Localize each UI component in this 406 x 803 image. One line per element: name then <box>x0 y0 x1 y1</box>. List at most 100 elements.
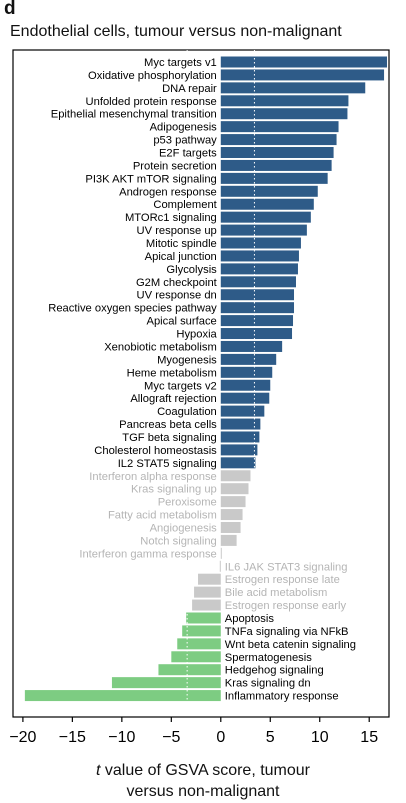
category-label: MTORc1 signaling <box>125 212 217 224</box>
x-tick-label: −15 <box>59 729 86 746</box>
x-tick-label: 5 <box>266 729 275 746</box>
x-tick-label: −20 <box>9 729 36 746</box>
bar <box>220 315 294 327</box>
bar <box>220 470 251 482</box>
bar <box>220 147 334 159</box>
category-label: Interferon alpha response <box>89 471 217 483</box>
category-label: DNA repair <box>162 83 217 95</box>
bar <box>220 69 385 81</box>
bar <box>111 677 221 689</box>
x-tick-label: 0 <box>216 729 225 746</box>
bar <box>24 690 221 702</box>
bar <box>220 431 260 443</box>
category-label: Kras signaling dn <box>225 678 311 690</box>
chart-title: Endothelial cells, tumour versus non-mal… <box>10 23 342 40</box>
bar <box>220 95 349 107</box>
category-label: IL2 STAT5 signaling <box>118 458 217 470</box>
bar <box>194 586 221 598</box>
bar <box>219 560 221 572</box>
category-label: PI3K AKT mTOR signaling <box>85 173 216 185</box>
category-label: Coagulation <box>157 406 217 418</box>
category-label: Pancreas beta cells <box>119 419 217 431</box>
category-label: Protein secretion <box>133 160 217 172</box>
bar <box>220 353 277 365</box>
category-label: Unfolded protein response <box>86 96 217 108</box>
bar <box>186 612 221 624</box>
category-label: Spermatogenesis <box>225 652 312 664</box>
x-tick-label: −5 <box>162 729 180 746</box>
bar <box>220 185 318 197</box>
bar <box>220 302 295 314</box>
x-tick-label: 15 <box>360 729 378 746</box>
bar <box>220 509 243 521</box>
category-label: Kras signaling up <box>131 484 217 496</box>
category-label: E2F targets <box>159 148 217 160</box>
bar <box>220 457 256 469</box>
category-label: Androgen response <box>119 186 217 198</box>
category-label: Mitotic spindle <box>146 238 217 250</box>
bar <box>220 392 270 404</box>
bar <box>220 198 314 210</box>
category-label: Myc targets v1 <box>144 57 217 69</box>
category-label: Glycolysis <box>166 264 217 276</box>
category-label: p53 pathway <box>153 135 217 147</box>
bar <box>220 405 265 417</box>
bar <box>220 289 295 301</box>
panel-letter: d <box>4 0 16 19</box>
x-axis-label-text: value of GSVA score, tumour <box>104 762 311 779</box>
bar <box>220 82 366 94</box>
bar <box>171 651 221 663</box>
category-label: Complement <box>153 199 217 211</box>
bar <box>220 56 388 68</box>
bar <box>177 638 221 650</box>
bar <box>220 211 311 223</box>
category-label: Angiogenesis <box>150 522 218 534</box>
category-label: Bile acid metabolism <box>225 587 328 599</box>
category-label: G2M checkpoint <box>136 277 218 289</box>
bar <box>220 328 293 340</box>
bar <box>220 159 332 171</box>
bar <box>220 418 261 430</box>
bar <box>220 250 299 262</box>
bar <box>220 496 246 508</box>
bar <box>220 172 328 184</box>
category-label: IL6 JAK STAT3 signaling <box>225 561 348 573</box>
category-label: Oxidative phosphorylation <box>88 70 217 82</box>
bar <box>220 121 339 133</box>
bar <box>198 573 221 585</box>
bar <box>220 366 273 378</box>
category-label: Estrogen response late <box>225 574 340 586</box>
category-label: Epithelial mesenchymal transition <box>51 109 217 121</box>
category-label: Wnt beta catenin signaling <box>225 639 356 651</box>
category-label: Cholesterol homeostasis <box>94 445 217 457</box>
bar <box>220 340 283 352</box>
category-label: Apical surface <box>147 316 217 328</box>
category-label: UV response dn <box>137 290 217 302</box>
category-label: Inflammatory response <box>225 691 339 703</box>
category-label: Allograft rejection <box>130 393 216 405</box>
bar <box>220 276 296 288</box>
bar <box>220 444 258 456</box>
bar <box>158 664 221 676</box>
category-label: Hedgehog signaling <box>225 665 324 677</box>
bar <box>220 224 307 236</box>
bar <box>192 599 221 611</box>
category-label: TNFa signaling via NFkB <box>225 626 349 638</box>
x-tick-label: 10 <box>311 729 329 746</box>
category-label: Peroxisome <box>158 497 217 509</box>
category-label: Fatty acid metabolism <box>108 510 217 522</box>
x-axis-label-variable: t <box>95 762 101 779</box>
bar <box>220 521 241 533</box>
category-label: Myogenesis <box>157 354 217 366</box>
category-label: Apoptosis <box>225 613 275 625</box>
category-label: Reactive oxygen species pathway <box>48 303 217 315</box>
category-label: Hypoxia <box>176 329 217 341</box>
bar <box>220 547 222 559</box>
x-tick-label: −10 <box>108 729 135 746</box>
category-label: Notch signaling <box>140 535 217 547</box>
category-label: Interferon gamma response <box>79 548 216 560</box>
x-axis-label: t value of GSVA score, tumour versus non… <box>0 760 406 802</box>
category-label: UV response up <box>137 225 217 237</box>
bar <box>220 134 337 146</box>
